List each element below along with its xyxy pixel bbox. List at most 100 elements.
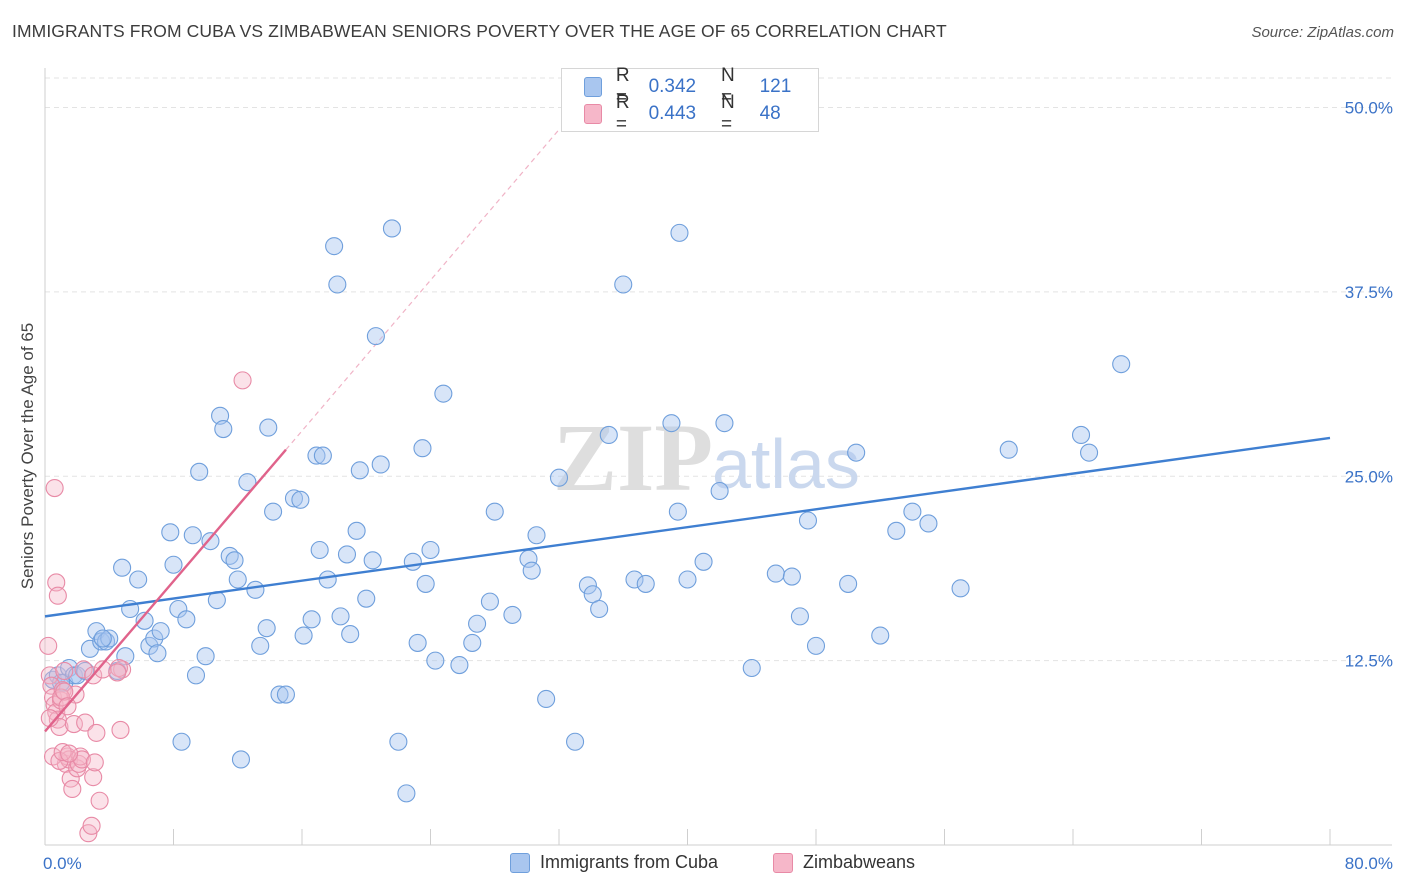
cuba-point — [100, 629, 119, 648]
watermark-zip: ZIP — [553, 404, 713, 511]
y-tick-label: 25.0% — [1345, 467, 1393, 486]
cuba-point — [527, 526, 546, 545]
zimbabwean-point — [90, 791, 109, 810]
cuba-point — [135, 611, 154, 630]
cuba-trend-line — [44, 436, 1331, 618]
cuba-point — [113, 558, 132, 577]
cuba-point — [549, 468, 569, 487]
trend-lines — [44, 436, 1331, 733]
cuba-point — [919, 514, 938, 533]
cuba-point — [782, 567, 801, 586]
zimbabwean-point — [48, 586, 67, 605]
cuba-point — [416, 574, 435, 593]
zimbabwean-point — [76, 713, 95, 732]
n-label: N = — [720, 65, 735, 108]
cuba-point — [397, 784, 416, 803]
zimbabwean-point — [93, 660, 112, 679]
cuba-point — [766, 564, 785, 583]
cuba-point — [678, 570, 697, 589]
cuba-point — [116, 647, 135, 666]
cuba-point — [302, 610, 321, 629]
r-label: R = — [615, 92, 630, 135]
cuba-point — [231, 750, 251, 769]
zimbabwean-point — [47, 573, 66, 592]
cuba-point — [228, 570, 247, 589]
cuba-point — [177, 610, 196, 629]
zimbabwean-point — [52, 688, 71, 707]
cuba-r-value: 0.342 — [648, 76, 697, 97]
cuba-point — [251, 636, 270, 655]
cuba-legend-swatch — [510, 852, 530, 873]
chart-title: IMMIGRANTS FROM CUBA VS ZIMBABWEAN SENIO… — [12, 21, 947, 41]
cuba-point — [164, 555, 183, 574]
cuba-point — [294, 626, 313, 645]
cuba-point — [350, 461, 369, 480]
cuba-point — [382, 219, 402, 238]
cuba-point — [806, 636, 826, 655]
cuba-point — [715, 414, 734, 433]
zimbabweans-r-value: 0.443 — [648, 103, 697, 124]
cuba-point — [450, 655, 469, 675]
cuba-point — [463, 633, 482, 652]
cuba-point — [264, 502, 283, 521]
cuba-point — [636, 574, 655, 593]
legend-row-zimbabweans: R = 0.443 N = 48 — [584, 92, 818, 135]
cuba-point — [214, 419, 233, 439]
cuba-point — [291, 490, 310, 509]
cuba-point — [284, 489, 304, 508]
cuba-point — [257, 619, 276, 638]
cuba-point — [522, 561, 541, 580]
cuba-point — [190, 462, 209, 481]
zimbabweans-trend-extension-line — [285, 129, 560, 451]
cuba-point — [276, 685, 295, 704]
cuba-point — [503, 605, 522, 624]
cuba-point — [903, 502, 922, 521]
cuba-point — [413, 439, 432, 458]
cuba-n-value: 121 — [759, 76, 792, 97]
zimbabweans-trend-extension — [285, 129, 560, 451]
cuba-point — [318, 570, 337, 589]
source-credit: Source: ZipAtlas.com — [1251, 24, 1394, 41]
legend-row-cuba: R = 0.342 N = 121 — [584, 65, 818, 108]
cuba-point — [537, 689, 556, 709]
n-label: N = — [720, 92, 735, 135]
cuba-point — [186, 666, 206, 685]
zimbabwean-point — [55, 661, 74, 681]
cuba-point — [211, 406, 230, 425]
cuba-point — [183, 526, 202, 545]
zimbabwean-point — [233, 371, 252, 390]
zimbabwean-point — [55, 682, 74, 701]
cuba-point — [313, 446, 332, 465]
cuba-point — [307, 446, 326, 465]
cuba-point — [742, 658, 761, 678]
cuba-point — [590, 599, 609, 619]
cuba-point — [798, 511, 818, 530]
cuba-point — [1112, 355, 1131, 374]
cuba-point — [625, 570, 644, 589]
zimbabwean-point — [74, 660, 93, 679]
axis-layer — [44, 68, 1392, 846]
cuba-point — [366, 327, 385, 346]
cuba-point — [331, 607, 350, 626]
zimbabwean-point — [60, 744, 79, 763]
cuba-legend-label: Immigrants from Cuba — [540, 852, 719, 872]
stats-legend: R = 0.342 N = 121 R = 0.443 N = 48 — [561, 65, 819, 135]
zimbabweans-legend-swatch — [773, 852, 793, 873]
zimbabwean-point — [85, 753, 104, 772]
zimbabwean-point — [113, 660, 132, 679]
zimbabwean-point — [45, 478, 64, 498]
cuba-point — [270, 685, 289, 704]
cuba-swatch — [584, 77, 602, 97]
zimbabwean-point — [53, 743, 72, 762]
cuba-point — [129, 570, 148, 589]
cuba-point — [599, 425, 618, 445]
cuba-point — [578, 576, 597, 595]
cuba-point — [871, 626, 890, 645]
cuba-point — [614, 275, 633, 294]
cuba-point — [662, 414, 681, 433]
cuba-point — [434, 384, 453, 403]
cuba-point — [468, 614, 487, 633]
cuba-point — [694, 552, 713, 571]
cuba-point — [485, 502, 504, 521]
